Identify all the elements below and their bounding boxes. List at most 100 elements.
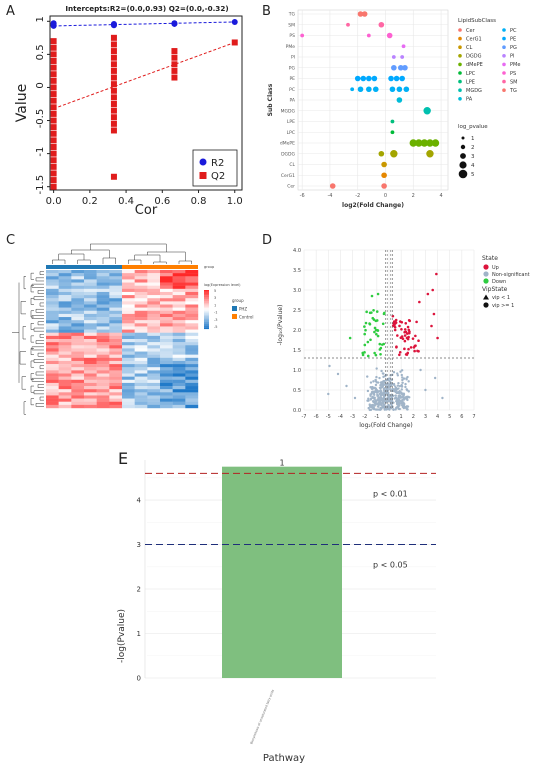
q2-point	[50, 130, 57, 137]
heatmap-cell	[172, 313, 186, 318]
heatmap-cell	[84, 348, 97, 352]
heatmap-cell	[96, 291, 110, 296]
heatmap-cell	[185, 304, 199, 308]
colorbar-segment	[204, 314, 209, 317]
heatmap-cell	[134, 398, 148, 402]
y-tick-label: DGDG	[281, 151, 295, 157]
heatmap-cell	[185, 298, 199, 302]
heatmap-cell	[147, 298, 161, 302]
heatmap-cell	[58, 282, 72, 286]
nonsig-point	[353, 396, 357, 400]
colorbar-tick-label: -3	[214, 318, 218, 322]
down-point	[373, 326, 377, 330]
point-pi	[391, 55, 396, 59]
heatmap-cell	[109, 320, 123, 324]
heatmap-cell	[172, 282, 186, 286]
nonsig-point	[382, 375, 385, 379]
point-dmepe	[431, 139, 440, 147]
heatmap-cell	[185, 389, 199, 393]
heatmap-cell	[71, 307, 85, 311]
heatmap-cell	[172, 295, 186, 299]
x-tick-label: 4	[439, 193, 442, 199]
nonsig-point	[371, 390, 374, 393]
point-dgdg	[390, 150, 398, 158]
heatmap-cell	[122, 310, 135, 315]
point-dmepe	[420, 139, 429, 147]
heatmap-cell	[84, 389, 97, 393]
q2-point	[50, 57, 57, 64]
x-tick-label: 0.4	[118, 196, 134, 207]
heatmap-cell	[109, 301, 123, 305]
nonsig-point	[396, 384, 400, 387]
legend-state-marker	[483, 271, 489, 277]
up-point	[395, 346, 398, 349]
colorbar-tick-label: 1	[214, 303, 216, 307]
heatmap-cell	[172, 348, 186, 352]
nonsig-point	[390, 397, 394, 400]
colorbar-segment	[204, 318, 209, 320]
heatmap-cell	[122, 326, 135, 330]
legend-label-cer: Cer	[466, 28, 476, 34]
heatmap-cell	[134, 288, 148, 293]
nonsig-point	[399, 394, 402, 397]
heatmap-cell	[147, 351, 161, 355]
nonsig-point	[378, 398, 382, 401]
heatmap-cell	[147, 382, 161, 387]
heatmap-cell	[109, 351, 123, 355]
heatmap-cell	[134, 323, 148, 327]
heatmap-cell	[147, 370, 161, 374]
nonsig-point	[396, 401, 400, 404]
legend-label-sm: SM	[510, 79, 518, 85]
nonsig-point	[405, 395, 409, 398]
heatmap-cell	[185, 398, 199, 402]
heatmap-cell	[160, 295, 173, 299]
heatmap-cell	[71, 373, 85, 377]
heatmap-cell	[58, 323, 72, 327]
panel-label-c: C	[6, 233, 16, 248]
down-point	[365, 310, 368, 314]
heatmap-cell	[134, 307, 148, 311]
heatmap-cell	[160, 320, 173, 324]
colorbar-segment	[204, 322, 209, 324]
heatmap-cell	[58, 386, 72, 390]
heatmap-cell	[84, 326, 97, 330]
nonsig-point	[386, 378, 389, 381]
up-point	[398, 324, 401, 328]
y-tick-label: 2.5	[293, 308, 301, 314]
x-tick-label: 2	[412, 193, 415, 199]
heatmap-cell	[185, 342, 199, 346]
down-point	[369, 338, 372, 342]
heatmap-cell	[71, 348, 85, 352]
up-point	[430, 324, 433, 328]
heatmap-cell	[134, 345, 148, 349]
heatmap-cell	[58, 345, 72, 349]
heatmap-cell	[185, 382, 199, 387]
point-pe	[366, 75, 372, 82]
heatmap-cell	[46, 279, 59, 283]
heatmap-cell	[122, 273, 135, 277]
nonsig-point	[375, 367, 378, 370]
y-tick-label: -1.5	[35, 175, 46, 195]
heatmap-cell	[71, 392, 85, 396]
heatmap-cell	[46, 342, 59, 346]
legend-state-label: Down	[492, 279, 506, 285]
colorbar-segment	[204, 309, 209, 311]
heatmap-cell	[134, 310, 148, 315]
up-point	[407, 328, 411, 332]
colorbar-segment	[204, 323, 209, 326]
legend-label-lpe: LPE	[466, 79, 475, 85]
x-tick-label: -6	[314, 414, 319, 420]
nonsig-point	[408, 396, 411, 399]
heatmap-cell	[160, 288, 173, 293]
heatmap-cell	[160, 379, 173, 384]
heatmap-cell	[122, 379, 135, 384]
heatmap-cell	[96, 345, 110, 349]
chart-a-xlabel: Cor	[135, 203, 158, 218]
heatmap-cell	[160, 276, 173, 280]
legend-label-pe: PE	[510, 36, 516, 42]
nonsig-point	[397, 387, 400, 390]
heatmap-cell	[160, 395, 173, 399]
heatmap-cell	[58, 398, 72, 402]
up-point	[404, 330, 408, 334]
up-point	[393, 320, 397, 323]
